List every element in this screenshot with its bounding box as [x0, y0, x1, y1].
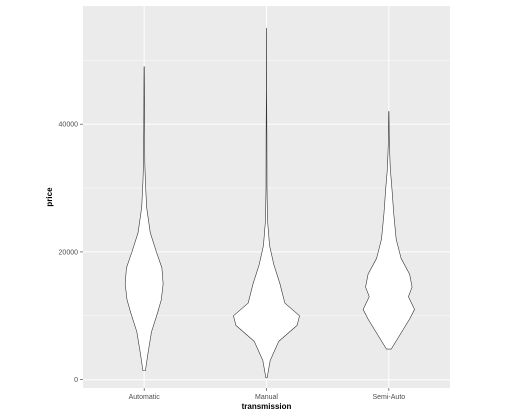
- y-axis-ticks: 0 20000 40000: [59, 122, 83, 384]
- violin-manual: [233, 28, 300, 379]
- violin-automatic: [124, 66, 164, 372]
- y-tick-label: 40000: [59, 122, 79, 129]
- y-tick-label: 20000: [59, 249, 79, 256]
- x-axis-title: transmission: [242, 402, 292, 411]
- x-tick-label: Automatic: [129, 394, 161, 401]
- x-axis-ticks: Automatic Manual Semi-Auto: [129, 388, 405, 401]
- y-tick-label: 0: [74, 377, 78, 384]
- violin-layer: [124, 28, 415, 379]
- violin-semi-auto: [362, 111, 415, 350]
- x-tick-label: Semi-Auto: [372, 394, 405, 401]
- y-axis-title: price: [45, 187, 54, 207]
- x-tick-label: Manual: [255, 394, 278, 401]
